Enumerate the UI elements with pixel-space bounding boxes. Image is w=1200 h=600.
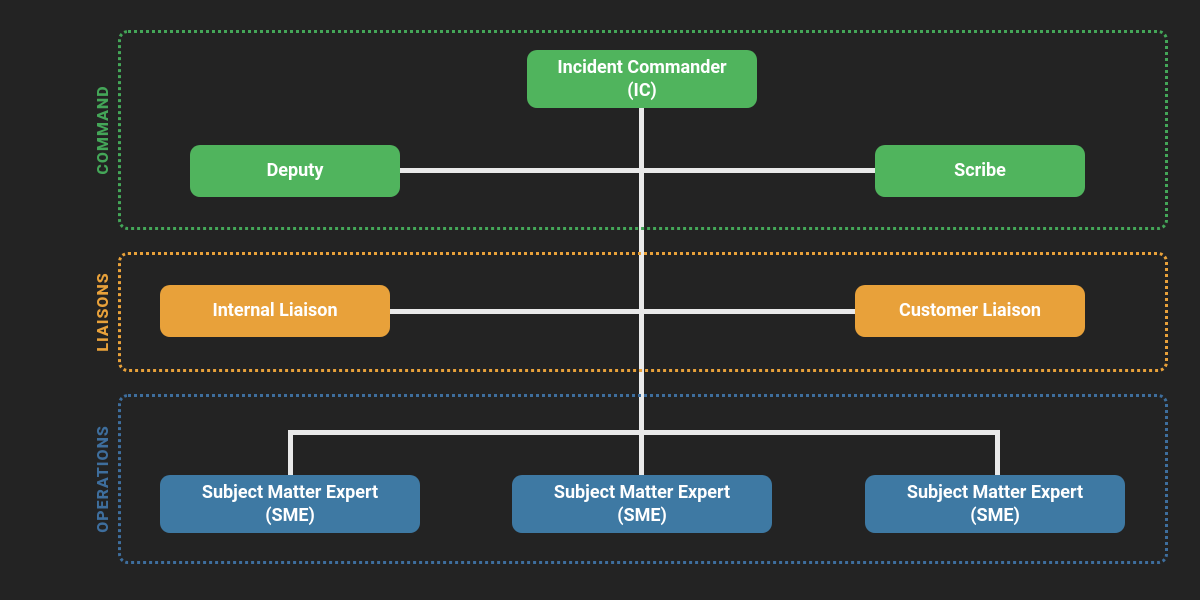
section-label-operations: OPERATIONS — [93, 425, 112, 533]
node-sme2: Subject Matter Expert (SME) — [512, 475, 772, 533]
node-deputy: Deputy — [190, 145, 400, 197]
section-label-liaisons: LIAISONS — [93, 272, 112, 351]
section-label-command: COMMAND — [93, 85, 112, 174]
node-cust-l: Customer Liaison — [855, 285, 1085, 337]
node-scribe: Scribe — [875, 145, 1085, 197]
node-int-l: Internal Liaison — [160, 285, 390, 337]
node-ic: Incident Commander (IC) — [527, 50, 757, 108]
node-sme3: Subject Matter Expert (SME) — [865, 475, 1125, 533]
node-sme1: Subject Matter Expert (SME) — [160, 475, 420, 533]
